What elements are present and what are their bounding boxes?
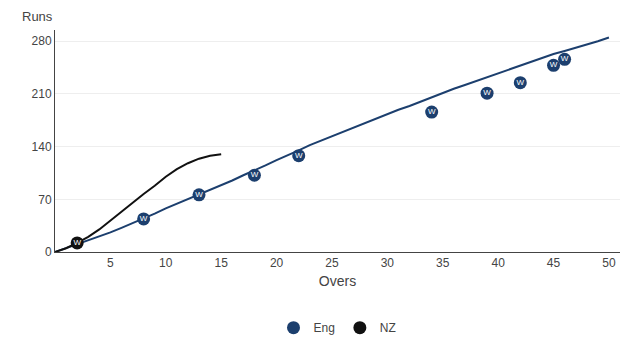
svg-text:NZ: NZ: [380, 321, 396, 335]
svg-text:W: W: [73, 238, 81, 247]
svg-text:5: 5: [107, 256, 114, 270]
svg-text:70: 70: [38, 193, 52, 207]
svg-text:Eng: Eng: [314, 321, 335, 335]
svg-text:W: W: [483, 88, 491, 97]
svg-text:W: W: [251, 170, 259, 179]
svg-text:W: W: [295, 151, 303, 160]
svg-text:W: W: [428, 107, 436, 116]
svg-text:10: 10: [159, 256, 173, 270]
svg-text:W: W: [195, 190, 203, 199]
svg-text:0: 0: [45, 245, 52, 259]
svg-text:45: 45: [547, 256, 561, 270]
svg-text:W: W: [550, 60, 558, 69]
svg-text:140: 140: [32, 140, 52, 154]
svg-text:40: 40: [491, 256, 505, 270]
svg-text:W: W: [561, 54, 569, 63]
svg-text:Overs: Overs: [319, 273, 356, 289]
svg-text:W: W: [140, 214, 148, 223]
svg-text:W: W: [517, 78, 525, 87]
svg-text:30: 30: [381, 256, 395, 270]
svg-text:20: 20: [270, 256, 284, 270]
svg-text:50: 50: [602, 256, 616, 270]
svg-text:25: 25: [325, 256, 339, 270]
svg-text:15: 15: [215, 256, 229, 270]
svg-text:210: 210: [32, 87, 52, 101]
svg-text:280: 280: [32, 34, 52, 48]
svg-text:Runs: Runs: [22, 9, 53, 24]
svg-text:35: 35: [436, 256, 450, 270]
